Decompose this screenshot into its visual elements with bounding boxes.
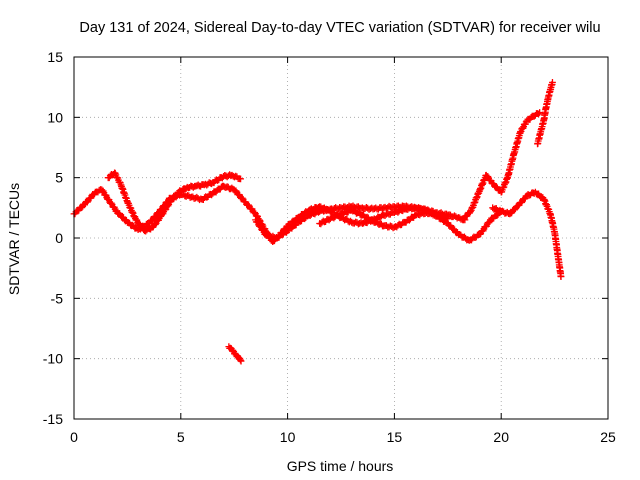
y-tick-label: -10 bbox=[43, 351, 63, 367]
data-point bbox=[158, 211, 165, 219]
data-point bbox=[107, 199, 115, 207]
data-point bbox=[151, 221, 159, 228]
series-mid-band bbox=[316, 206, 452, 232]
data-point bbox=[251, 209, 259, 216]
y-tick-label: -5 bbox=[51, 290, 64, 306]
x-axis-title: GPS time / hours bbox=[287, 458, 394, 474]
data-points bbox=[70, 78, 565, 365]
data-point bbox=[229, 346, 237, 354]
y-tick-label: -15 bbox=[43, 411, 63, 427]
y-axis-title: SDTVAR / TECUs bbox=[6, 183, 22, 295]
data-point bbox=[444, 215, 452, 223]
series-late-descent bbox=[489, 188, 565, 281]
data-point bbox=[238, 194, 246, 202]
axis-ticks: 0 5 10 15 20 25 -15 -10 -5 0 5 10 15 bbox=[43, 49, 616, 445]
series-isolated-segment bbox=[225, 343, 245, 365]
data-point bbox=[535, 110, 542, 118]
data-point bbox=[549, 78, 556, 86]
x-tick-label: 0 bbox=[70, 429, 78, 445]
y-tick-label: 15 bbox=[47, 49, 63, 65]
data-point bbox=[161, 206, 169, 214]
data-point bbox=[135, 220, 143, 227]
x-tick-label: 15 bbox=[387, 429, 403, 445]
y-tick-label: 5 bbox=[55, 170, 63, 186]
grid-lines bbox=[74, 57, 608, 419]
data-point bbox=[237, 357, 245, 365]
x-tick-label: 25 bbox=[600, 429, 616, 445]
series-lower-band bbox=[252, 202, 505, 244]
data-point bbox=[557, 273, 565, 281]
series-late-rise bbox=[459, 109, 544, 224]
series-steep-rise bbox=[534, 78, 556, 148]
data-point bbox=[164, 202, 172, 210]
chart-title: Day 131 of 2024, Sidereal Day-to-day VTE… bbox=[79, 20, 600, 36]
data-point bbox=[170, 195, 177, 203]
y-tick-label: 0 bbox=[55, 230, 63, 246]
data-point bbox=[256, 222, 264, 230]
series-upper-arc bbox=[104, 169, 245, 235]
x-tick-label: 5 bbox=[177, 429, 185, 445]
data-point bbox=[237, 175, 245, 183]
data-point bbox=[245, 201, 252, 209]
y-tick-label: 10 bbox=[47, 109, 63, 125]
x-tick-label: 20 bbox=[493, 429, 509, 445]
data-point bbox=[536, 109, 544, 116]
x-tick-label: 10 bbox=[280, 429, 296, 445]
data-point bbox=[467, 208, 474, 215]
